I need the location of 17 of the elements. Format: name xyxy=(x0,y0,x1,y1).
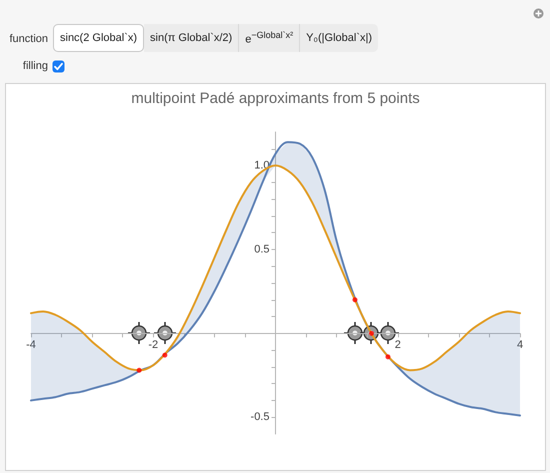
control-label: filling xyxy=(22,60,48,73)
point xyxy=(162,352,168,358)
point xyxy=(352,297,358,302)
x-tick-label: 2 xyxy=(394,338,401,351)
chart-title: multipoint Padé approximants from 5 points xyxy=(131,90,420,107)
point xyxy=(136,368,142,373)
x-tick-label: 4 xyxy=(516,338,524,351)
button-label: e$^{−Global`x²}$ xyxy=(245,29,294,47)
control-label: function xyxy=(9,33,48,46)
x-tick-label: -4 xyxy=(26,338,36,351)
point xyxy=(385,354,390,360)
y-tick-label: -0.5 xyxy=(250,411,270,424)
y-tick-label: 0.5 xyxy=(254,243,270,256)
button-label: sin(π Global`x/2) xyxy=(150,32,232,44)
x-tick-label: -2 xyxy=(148,338,158,351)
button-label: sinc(2 Global`x) xyxy=(60,32,138,44)
button-label: Y₀(|Global`x|) xyxy=(306,32,372,44)
